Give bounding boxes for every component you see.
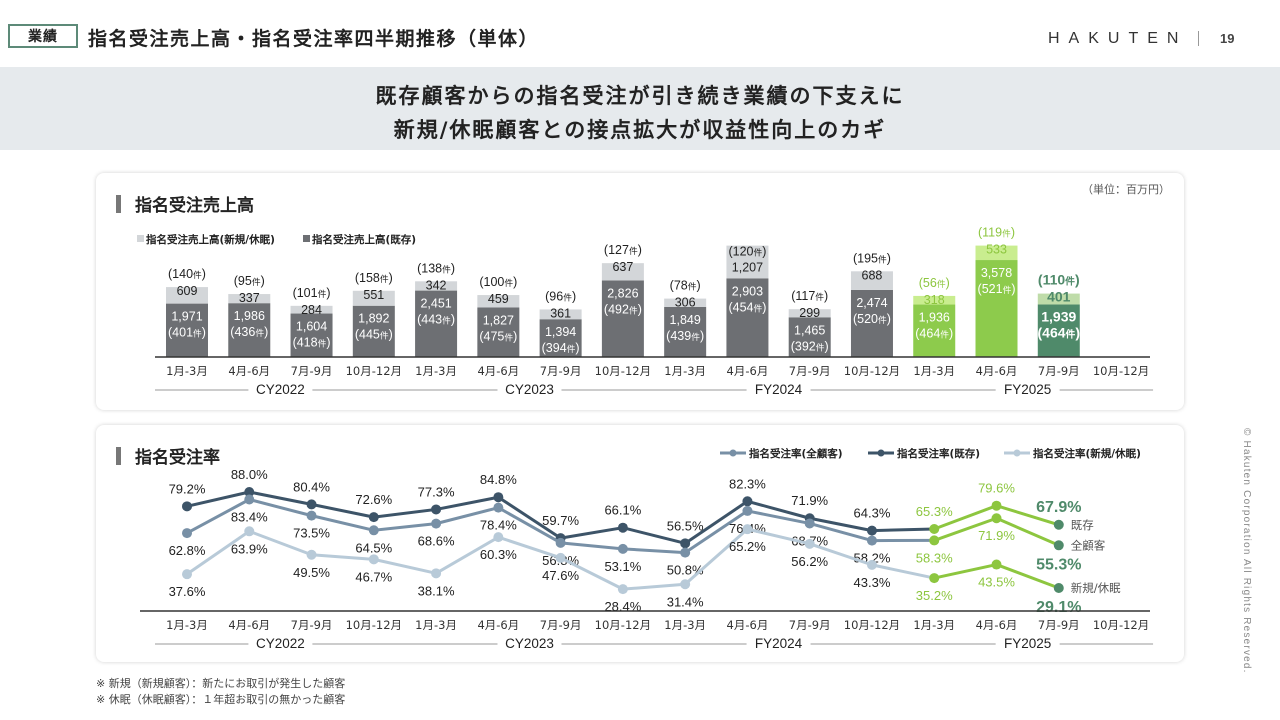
- section-tag: 業績: [8, 24, 78, 48]
- footnote-new: ※ 新規（新規顧客）：新たにお取引が発生した顧客: [96, 677, 346, 690]
- header-divider: [1198, 31, 1199, 46]
- key-message-line-1: 既存顧客からの指名受注が引き続き業績の下支えに: [375, 84, 905, 108]
- sales-chart-title: 指名受注売上高: [116, 191, 254, 216]
- sales-chart-panel: 指名受注売上高 （単位：百万円）: [96, 173, 1184, 410]
- page-title: 指名受注売上高・指名受注率四半期推移（単体）: [88, 28, 540, 50]
- copyright: © Hakuten Corporation All Rights Reserve…: [1241, 428, 1252, 674]
- key-message-banner: 既存顧客からの指名受注が引き続き業績の下支えに 新規/休眠顧客との接点拡大が収益…: [0, 67, 1280, 150]
- unit-label: （単位：百万円）: [1082, 183, 1170, 196]
- sales-chart-title-text: 指名受注売上高: [135, 196, 254, 216]
- rate-chart-panel: 指名受注率: [96, 425, 1184, 662]
- hakuten-logo: HAKUTEN: [1048, 30, 1188, 47]
- page-number: 19: [1220, 31, 1235, 46]
- footnote-dormant: ※ 休眠（休眠顧客）：１年超お取引の無かった顧客: [96, 693, 346, 706]
- title-marker: [116, 446, 121, 465]
- key-message-line-2: 新規/休眠顧客との接点拡大が収益性向上のカギ: [393, 118, 887, 142]
- title-marker: [116, 194, 121, 213]
- rate-chart-title-text: 指名受注率: [135, 448, 220, 468]
- rate-chart-title: 指名受注率: [116, 443, 220, 468]
